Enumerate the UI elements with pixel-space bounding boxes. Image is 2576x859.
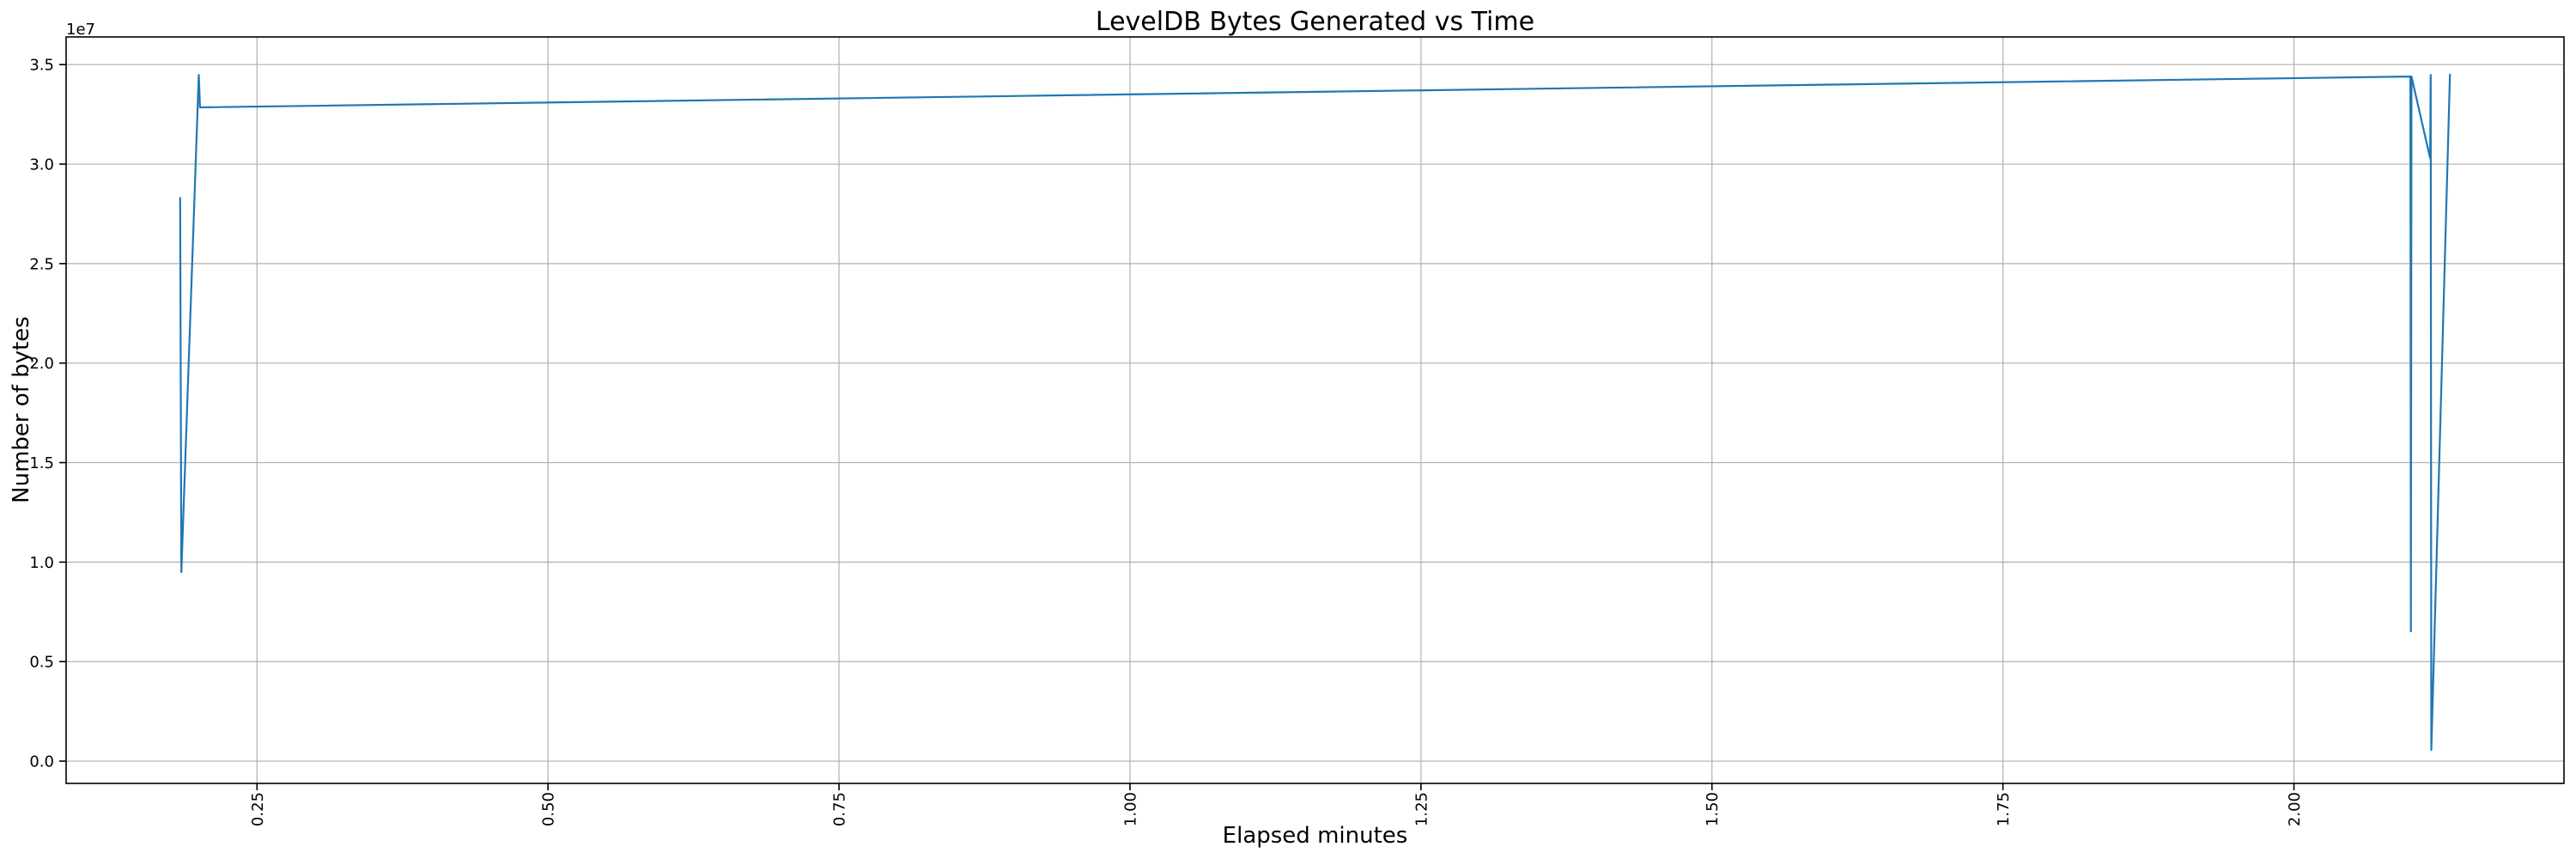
- y-axis-offset-label: 1e7: [66, 21, 95, 39]
- x-tick-label: 0.25: [249, 792, 267, 826]
- y-tick-label: 2.0: [29, 355, 54, 373]
- y-tick-label: 0.0: [29, 753, 54, 771]
- series-line-bytes-generated: [179, 73, 2451, 752]
- chart-title: LevelDB Bytes Generated vs Time: [1095, 7, 1535, 37]
- x-tick-label: 1.75: [1995, 792, 2013, 826]
- y-tick-label: 3.5: [29, 57, 54, 75]
- y-tick-label: 2.5: [29, 255, 54, 273]
- y-axis-label: Number of bytes: [9, 316, 34, 503]
- y-tick-label: 3.0: [29, 156, 54, 174]
- y-tick-label: 1.0: [29, 554, 54, 572]
- y-tick-label: 0.5: [29, 654, 54, 672]
- x-tick-label: 0.75: [831, 792, 849, 826]
- x-tick-label: 0.50: [540, 792, 558, 826]
- x-tick-label: 1.25: [1413, 792, 1431, 826]
- y-tick-label: 1.5: [29, 454, 54, 472]
- x-axis-label: Elapsed minutes: [1222, 823, 1408, 849]
- plot-border: [65, 36, 2565, 784]
- x-tick-label: 1.00: [1121, 792, 1139, 826]
- x-tick-label: 1.50: [1704, 792, 1722, 826]
- x-tick-label: 2.00: [2286, 792, 2304, 826]
